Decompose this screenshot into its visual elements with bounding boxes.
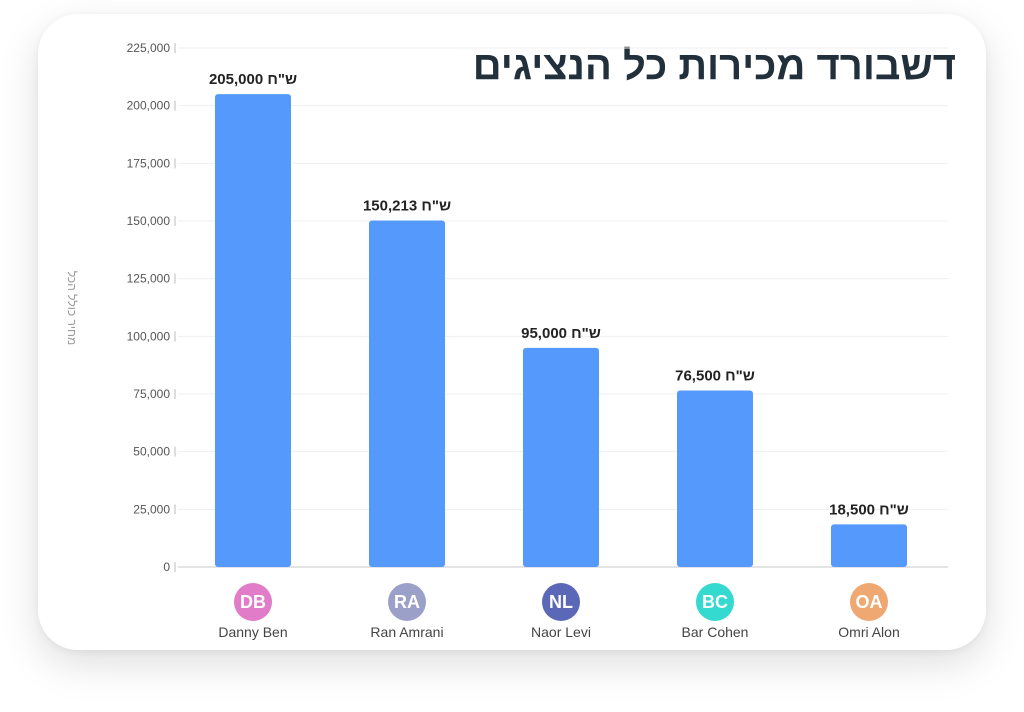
y-tick-label: 100,000 [127, 329, 171, 343]
avatar-badge [388, 583, 426, 621]
x-category-label: Omri Alon [838, 624, 899, 640]
y-tick-label: 200,000 [127, 99, 171, 113]
bar-value-label: 76,500 ש"ח [675, 368, 755, 385]
y-tick-label: 75,000 [133, 387, 170, 401]
bar [369, 220, 445, 568]
y-tick-label: 0 [163, 560, 170, 574]
x-category-label: Ran Amrani [370, 624, 443, 640]
bar [677, 390, 753, 567]
y-tick-label: 50,000 [133, 445, 170, 459]
x-category-label: Danny Ben [218, 624, 287, 640]
y-tick-label: 175,000 [127, 156, 171, 170]
avatar-badge [850, 583, 888, 621]
bar [215, 94, 291, 567]
avatar-initials: OA [856, 592, 883, 612]
avatar-initials: BC [702, 592, 728, 612]
avatar-badge [234, 583, 272, 621]
avatar-initials: NL [549, 592, 573, 612]
avatar-initials: DB [240, 592, 266, 612]
bar-value-label: 150,213 ש"ח [363, 198, 451, 215]
bar [523, 347, 599, 567]
x-category-label: Bar Cohen [682, 624, 749, 640]
chart-card [38, 14, 986, 650]
y-tick-label: 25,000 [133, 502, 170, 516]
avatar-initials: RA [394, 592, 420, 612]
avatar-badge [542, 583, 580, 621]
bar [831, 524, 907, 567]
y-tick-label: 125,000 [127, 272, 171, 286]
bar-value-label: 205,000 ש"ח [209, 71, 297, 88]
y-tick-label: 225,000 [127, 41, 171, 55]
bar-value-label: 95,000 ש"ח [521, 325, 601, 342]
bar-value-label: 18,500 ש"ח [829, 501, 909, 518]
x-category-label: Naor Levi [531, 624, 591, 640]
chart-title: דשבורד מכירות כל הנציגים [472, 44, 956, 88]
avatar-badge [696, 583, 734, 621]
y-tick-label: 150,000 [127, 214, 171, 228]
